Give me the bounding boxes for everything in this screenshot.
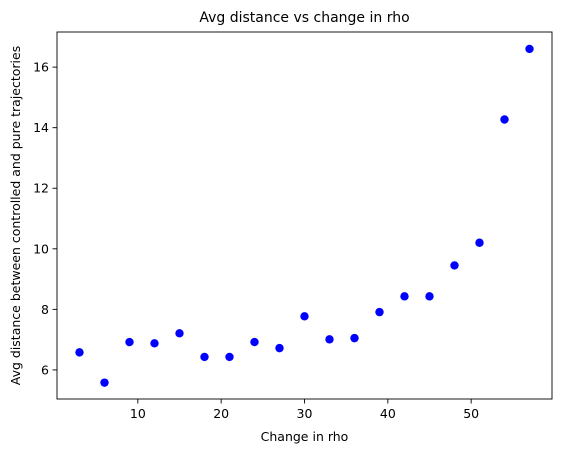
data-point — [450, 261, 459, 270]
data-point — [150, 339, 159, 348]
x-tick-label: 50 — [463, 406, 479, 421]
data-point — [525, 44, 534, 54]
chart-title: Avg distance vs change in rho — [199, 10, 409, 26]
y-tick-label: 14 — [33, 120, 49, 135]
data-point — [100, 378, 109, 387]
x-tick-label: 40 — [380, 406, 396, 421]
x-tick-label: 20 — [213, 406, 229, 421]
data-point — [275, 343, 284, 353]
y-tick-label: 8 — [41, 302, 49, 317]
plot-area: 10 20 30 40 50 6 8 10 12 14 16 — [33, 31, 553, 421]
data-point — [250, 337, 259, 347]
x-axis-label: Change in rho — [261, 429, 349, 444]
y-tick-label: 6 — [41, 362, 49, 377]
data-point — [325, 335, 334, 344]
data-point — [225, 352, 234, 362]
data-point — [75, 348, 84, 357]
data-point — [425, 292, 434, 301]
data-point — [475, 238, 484, 247]
y-tick-label: 12 — [33, 181, 49, 196]
data-point — [300, 312, 309, 321]
y-axis-label: Avg distance between controlled and pure… — [8, 46, 23, 385]
data-point — [175, 329, 184, 338]
data-point — [400, 292, 409, 301]
data-point — [200, 352, 209, 362]
x-tick-label: 30 — [297, 406, 313, 421]
data-point — [500, 115, 509, 124]
y-tick-label: 10 — [33, 241, 49, 256]
x-tick-label: 10 — [130, 406, 146, 421]
data-point — [375, 307, 384, 317]
data-point — [350, 333, 359, 343]
y-tick-label: 16 — [33, 60, 49, 75]
data-point — [125, 337, 134, 347]
